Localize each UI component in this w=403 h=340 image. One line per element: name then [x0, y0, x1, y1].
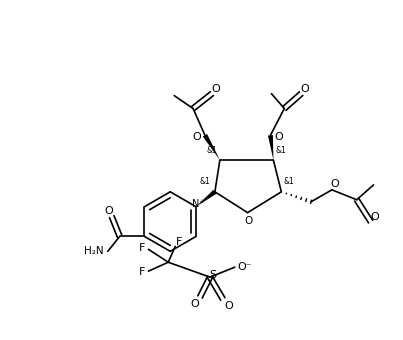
- Text: F: F: [139, 267, 145, 277]
- Text: O: O: [301, 84, 310, 94]
- Text: O: O: [245, 216, 253, 225]
- Text: O: O: [224, 301, 233, 311]
- Text: &1: &1: [207, 146, 217, 155]
- Text: O: O: [193, 132, 202, 142]
- Text: N⁺: N⁺: [192, 199, 204, 209]
- Polygon shape: [196, 190, 216, 207]
- Text: S: S: [209, 270, 216, 280]
- Polygon shape: [203, 134, 220, 160]
- Text: &1: &1: [276, 146, 287, 155]
- Text: F: F: [176, 237, 183, 248]
- Text: H₂N: H₂N: [84, 246, 104, 256]
- Text: O: O: [104, 206, 113, 216]
- Text: O: O: [212, 84, 220, 94]
- Polygon shape: [268, 135, 273, 160]
- Text: &1: &1: [284, 177, 295, 186]
- Text: O: O: [191, 299, 199, 309]
- Text: O⁻: O⁻: [237, 262, 252, 272]
- Text: O: O: [370, 211, 379, 222]
- Text: O: O: [330, 179, 339, 189]
- Text: F: F: [139, 243, 145, 253]
- Text: O: O: [274, 132, 283, 142]
- Text: &1: &1: [199, 177, 210, 186]
